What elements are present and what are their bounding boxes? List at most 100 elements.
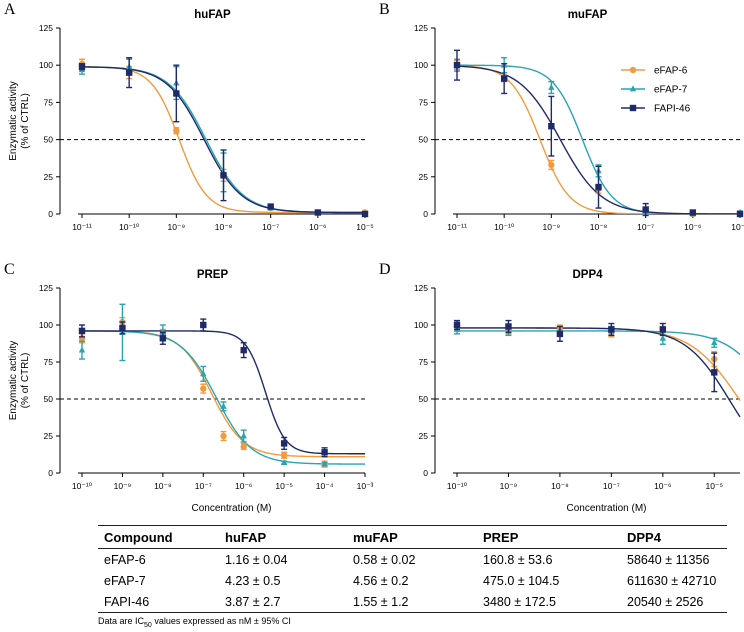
data-point <box>173 127 180 134</box>
x-tick-label: 10⁻¹¹ <box>72 222 92 232</box>
data-point <box>505 323 512 330</box>
legend: eFAP-6 eFAP-7 FAPI-46 <box>621 66 691 115</box>
x-tick-label: 10⁻³ <box>357 481 374 491</box>
table-cell: 4.23 ± 0.5 <box>225 574 281 588</box>
y-tick-label: 125 <box>39 283 53 293</box>
y-tick-label: 75 <box>44 97 54 107</box>
x-tick-label: 10⁻⁶ <box>235 481 252 491</box>
ic50-table: Compound huFAP muFAP PREP DPP4 eFAP-6 1.… <box>98 525 727 613</box>
panel-d: D DPP4 0 25 50 75 100 125 10⁻¹⁰ 10⁻⁹ 10⁻⁸ 10⁻⁷ 10⁻⁶ 1… <box>379 261 741 514</box>
data-point <box>280 458 288 466</box>
series-fapi-46 <box>453 319 718 393</box>
y-tick-label: 100 <box>39 320 53 330</box>
x-tick-label: 10⁻⁷ <box>195 481 212 491</box>
data-point <box>314 209 322 216</box>
footnote-text: values expressed as nM ± 95% CI <box>151 616 291 626</box>
data-point <box>173 90 180 97</box>
data-point <box>200 321 207 329</box>
x-tick-label: 10⁻¹⁰ <box>447 481 468 491</box>
y-tick-label: 50 <box>44 135 54 145</box>
table-cell: 1.16 ± 0.04 <box>225 553 288 567</box>
series-efap-7 <box>78 303 328 467</box>
data-point <box>321 460 328 467</box>
table-header-cell: PREP <box>477 525 621 549</box>
legend-label: FAPI-46 <box>654 104 691 115</box>
x-tick-label: 10⁻⁸ <box>590 222 608 232</box>
data-point <box>548 123 555 130</box>
data-point <box>200 370 207 377</box>
x-tick-label: 10⁻⁹ <box>114 481 132 491</box>
y-tick-label: 25 <box>419 172 429 182</box>
table-cell: 3.87 ± 2.7 <box>219 591 347 613</box>
data-point <box>711 369 718 376</box>
table-footnote: Data are IC50 values expressed as nM ± 9… <box>98 616 291 629</box>
data-point <box>361 210 369 218</box>
y-tick-label: 100 <box>414 320 428 330</box>
data-point <box>267 203 274 210</box>
y-tick-label: 0 <box>48 209 53 219</box>
series-fapi-46 <box>78 318 328 458</box>
data-point <box>220 432 227 440</box>
x-tick-label: 10⁻¹⁰ <box>72 481 93 491</box>
panel-title: DPP4 <box>572 269 603 281</box>
y-tick-label: 50 <box>419 394 429 404</box>
y-tick-label: 100 <box>414 60 428 70</box>
table-cell: 20540 ± 2526 <box>621 591 727 613</box>
x-tick-label: 10⁻⁷ <box>603 481 620 491</box>
panel-letter: A <box>4 1 16 18</box>
table-cell: eFAP-7 <box>104 574 146 588</box>
x-tick-label: 10⁻¹⁰ <box>119 222 140 232</box>
panel-title: muFAP <box>568 9 608 21</box>
table-cell: 160.8 ± 53.6 <box>483 553 553 567</box>
y-tick-label: 25 <box>44 431 54 441</box>
x-tick-label: 10⁻⁵ <box>356 222 373 232</box>
data-point <box>548 83 555 90</box>
table-cell: FAPI-46 <box>98 591 219 613</box>
data-point <box>280 452 288 459</box>
table-header-cell: Compound <box>98 525 219 549</box>
panel-letter: C <box>4 261 15 278</box>
data-point <box>125 69 133 76</box>
table-row: eFAP-7 4.23 ± 0.5 4.56 ± 0.2 475.0 ± 104… <box>98 570 727 591</box>
data-point <box>711 339 718 346</box>
fit-curve-efap-7 <box>81 330 365 465</box>
panel-letter: D <box>379 261 391 278</box>
table-cell: 611630 ± 42710 <box>627 574 717 588</box>
panel-title: PREP <box>197 269 229 281</box>
fit-curve-efap-7 <box>457 330 741 356</box>
data-point <box>78 63 86 70</box>
x-tick-label: 10⁻⁸ <box>154 481 172 491</box>
x-tick-label: 10⁻⁷ <box>262 222 279 232</box>
data-point <box>119 324 126 332</box>
data-point <box>642 206 649 213</box>
x-tick-label: 10⁻⁹ <box>168 222 186 232</box>
y-axis-label: Enzymatic activity <box>8 81 19 160</box>
x-tick-label: 10⁻⁶ <box>309 222 326 232</box>
x-tick-label: 10⁻⁶ <box>684 222 701 232</box>
data-point <box>321 449 328 456</box>
y-tick-label: 50 <box>419 135 429 145</box>
data-point <box>689 209 697 216</box>
legend-marker <box>629 66 637 74</box>
y-axis-label: (% of CTRL) <box>20 93 31 149</box>
table-header-cell: DPP4 <box>621 525 727 549</box>
data-point <box>659 326 667 333</box>
panel-title: huFAP <box>194 9 231 21</box>
x-tick-label: 10⁻⁹ <box>500 481 518 491</box>
table-cell: 3480 ± 172.5 <box>477 591 621 613</box>
y-tick-label: 0 <box>423 209 428 219</box>
data-point <box>556 330 564 338</box>
table-cell: eFAP-6 <box>104 553 146 567</box>
x-tick-label: 10⁻⁸ <box>551 481 569 491</box>
data-point <box>500 75 508 82</box>
data-point <box>159 335 167 342</box>
legend-label: eFAP-6 <box>654 66 688 77</box>
x-tick-label: 10⁻⁵ <box>706 481 723 491</box>
data-point <box>78 346 86 353</box>
x-tick-label: 10⁻⁸ <box>215 222 233 232</box>
data-point <box>453 321 461 329</box>
fit-curve-fapi-46 <box>82 330 366 455</box>
y-tick-label: 125 <box>414 283 428 293</box>
